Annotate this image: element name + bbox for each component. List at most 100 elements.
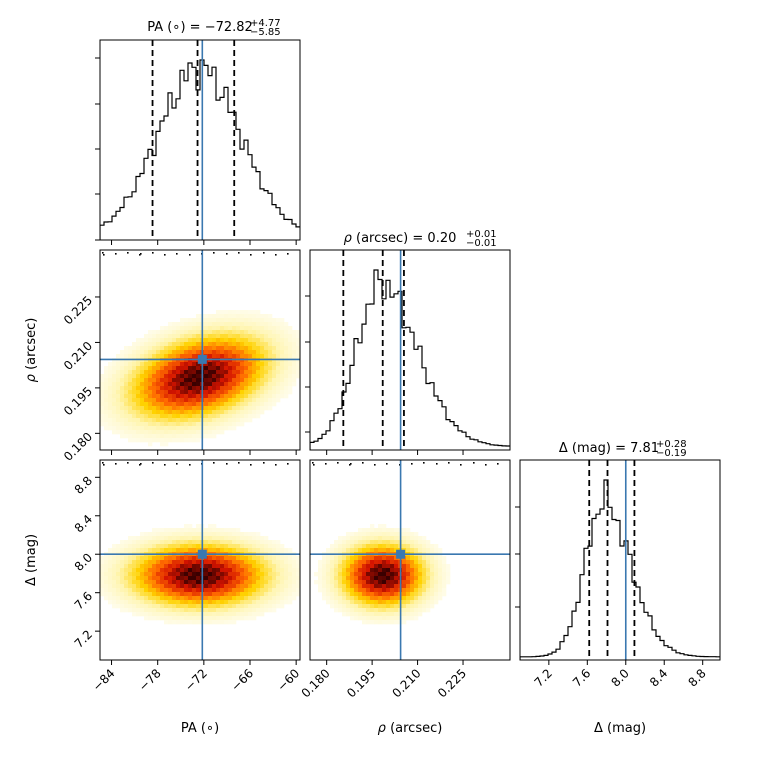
- density-cell: [152, 564, 157, 569]
- density-cell: [256, 362, 261, 367]
- density-cell: [132, 548, 137, 553]
- density-cell: [216, 370, 221, 375]
- density-cell: [296, 346, 301, 351]
- density-cell: [224, 394, 229, 399]
- density-cell: [172, 580, 177, 585]
- density-cell: [184, 568, 189, 573]
- density-cell: [172, 564, 177, 569]
- density-cell: [140, 572, 145, 577]
- density-cell: [180, 434, 185, 439]
- density-cell: [260, 402, 265, 407]
- density-cell: [256, 354, 261, 359]
- density-cell: [180, 544, 185, 549]
- density-cell: [124, 556, 129, 561]
- density-cell: [240, 612, 245, 617]
- density-cell: [176, 382, 181, 387]
- density-cell: [236, 612, 241, 617]
- density-cell: [272, 394, 277, 399]
- density-cell: [248, 600, 253, 605]
- density-cell: [160, 564, 165, 569]
- density-cell: [232, 536, 237, 541]
- density-cell: [176, 418, 181, 423]
- density-cell: [264, 390, 269, 395]
- density-cell: [296, 374, 301, 379]
- density-cell: [172, 350, 177, 355]
- density-cell: [204, 576, 209, 581]
- density-cell: [184, 616, 189, 621]
- density-cell: [224, 600, 229, 605]
- density-cell: [438, 572, 443, 577]
- density-cell: [228, 572, 233, 577]
- density-cell: [430, 568, 435, 573]
- density-cell: [354, 612, 359, 617]
- density-cell: [228, 616, 233, 621]
- density-cell: [204, 326, 209, 331]
- density-cell: [386, 560, 391, 565]
- density-cell: [112, 426, 117, 431]
- density-cell: [184, 390, 189, 395]
- density-cell: [140, 382, 145, 387]
- density-cell: [338, 548, 343, 553]
- density-cell: [358, 588, 363, 593]
- density-cell: [196, 540, 201, 545]
- density-cell: [280, 366, 285, 371]
- density-cell: [180, 604, 185, 609]
- density-cell: [212, 422, 217, 427]
- density-cell: [140, 568, 145, 573]
- density-cell: [434, 580, 439, 585]
- density-cell: [164, 346, 169, 351]
- density-cell: [406, 584, 411, 589]
- density-cell: [346, 592, 351, 597]
- density-cell: [260, 382, 265, 387]
- density-cell: [418, 560, 423, 565]
- density-cell: [208, 394, 213, 399]
- density-cell: [240, 572, 245, 577]
- density-cell: [342, 536, 347, 541]
- density-cell: [212, 536, 217, 541]
- density-cell: [252, 354, 257, 359]
- density-cell: [104, 390, 109, 395]
- density-cell: [156, 556, 161, 561]
- density-cell: [144, 374, 149, 379]
- density-cell: [148, 414, 153, 419]
- density-cell: [156, 560, 161, 565]
- density-cell: [224, 354, 229, 359]
- density-cell: [276, 354, 281, 359]
- density-cell: [204, 398, 209, 403]
- density-cell: [272, 350, 277, 355]
- density-cell: [442, 568, 447, 573]
- density-cell: [172, 588, 177, 593]
- density-cell: [212, 402, 217, 407]
- density-cell: [256, 604, 261, 609]
- density-cell: [276, 378, 281, 383]
- density-cell: [124, 418, 129, 423]
- density-cell: [244, 310, 249, 315]
- density-cell: [382, 536, 387, 541]
- density-cell: [184, 342, 189, 347]
- density-cell: [156, 402, 161, 407]
- density-cell: [326, 548, 331, 553]
- density-cell: [394, 588, 399, 593]
- density-cell: [284, 374, 289, 379]
- density-cell: [260, 584, 265, 589]
- density-cell: [228, 604, 233, 609]
- density-cell: [346, 576, 351, 581]
- density-cell: [216, 544, 221, 549]
- density-cell: [184, 560, 189, 565]
- outlier-point: [140, 463, 142, 465]
- density-cell: [184, 386, 189, 391]
- density-cell: [272, 334, 277, 339]
- density-cell: [116, 576, 121, 581]
- density-cell: [168, 418, 173, 423]
- density-cell: [192, 318, 197, 323]
- density-cell: [330, 548, 335, 553]
- density-cell: [414, 616, 419, 621]
- density-cell: [128, 410, 133, 415]
- density-cell: [136, 374, 141, 379]
- density-cell: [264, 536, 269, 541]
- density-cell: [128, 576, 133, 581]
- density-cell: [132, 342, 137, 347]
- density-cell: [354, 600, 359, 605]
- density-cell: [160, 382, 165, 387]
- density-cell: [148, 350, 153, 355]
